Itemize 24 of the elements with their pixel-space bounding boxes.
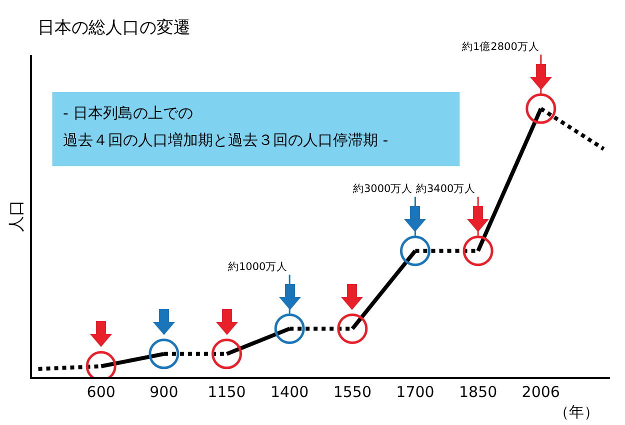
x-axis-title: （年） xyxy=(554,403,599,421)
x-tick-label: 1550 xyxy=(333,382,372,401)
chart-title: 日本の総人口の変遷 xyxy=(38,18,190,38)
point xyxy=(148,338,180,370)
x-tick-label: 1850 xyxy=(458,382,498,401)
point xyxy=(274,313,305,344)
point xyxy=(462,236,494,266)
annotation: 過去４回の人口増加期と過去３回の人口停滞期 - xyxy=(63,131,388,149)
annotation: 約1億2800万人 xyxy=(462,40,540,53)
point xyxy=(337,313,368,344)
x-tick-label: 1700 xyxy=(396,382,434,401)
annotation: - 日本列島の上での xyxy=(63,104,194,122)
point xyxy=(400,236,430,266)
annotation: 約3000万人 xyxy=(353,183,413,195)
x-tick-label: 1400 xyxy=(270,382,309,401)
x-tick-label: 2006 xyxy=(522,382,560,401)
annotation: 約1000万人 xyxy=(228,261,288,273)
point xyxy=(526,93,556,124)
x-tick-label: 900 xyxy=(150,382,178,401)
y-axis-title: 人口 xyxy=(6,200,26,232)
point xyxy=(212,338,242,370)
x-tick-label: 1150 xyxy=(208,382,246,401)
x-tick-label: 600 xyxy=(86,382,116,401)
annotation: 約3400万人 xyxy=(416,183,476,195)
